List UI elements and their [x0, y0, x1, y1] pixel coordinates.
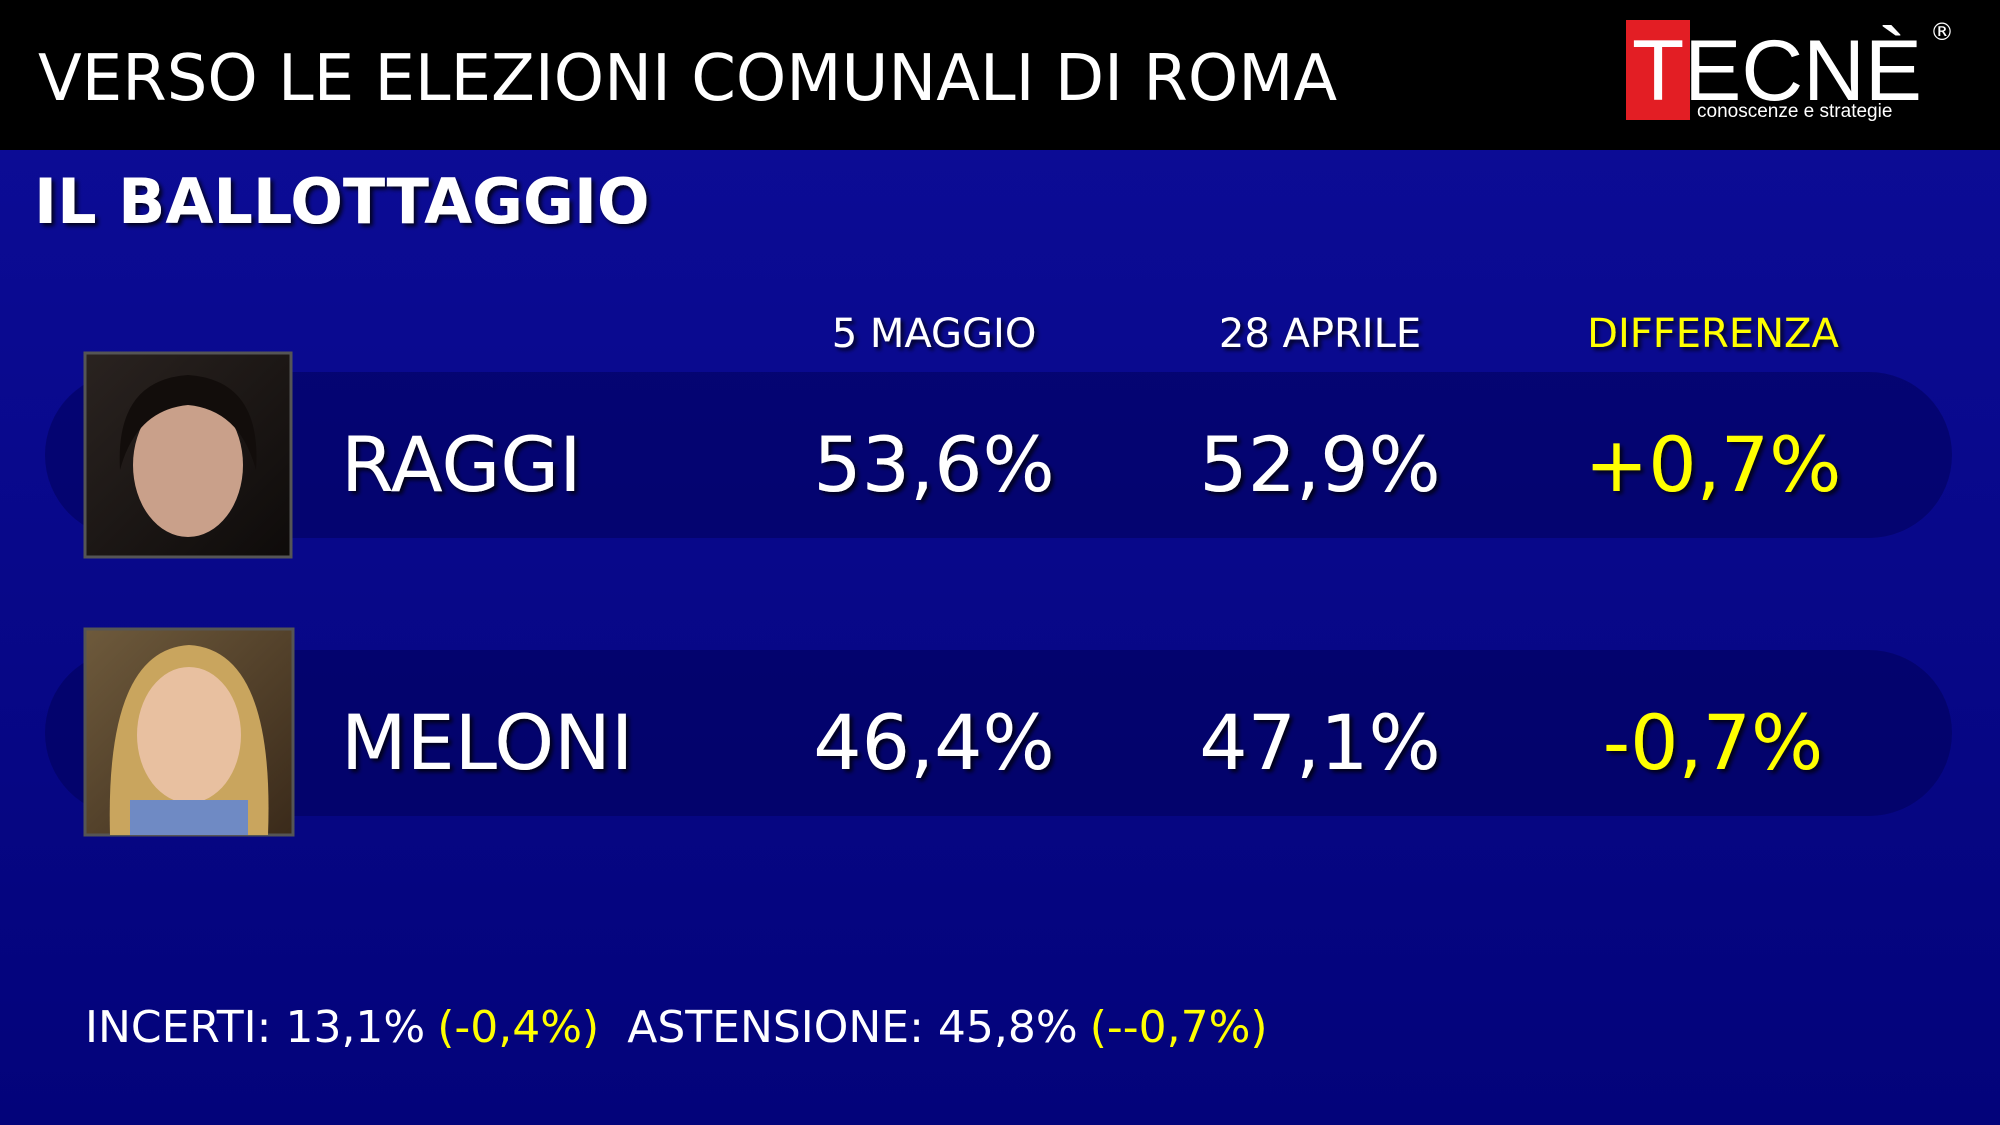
cell-value: 52,9%	[1199, 420, 1440, 509]
footer-change: (--0,7%)	[1090, 1002, 1268, 1053]
candidate-name: MELONI	[341, 698, 633, 787]
logo-mark: ®	[1930, 18, 1954, 46]
cell-value: 46,4%	[813, 698, 1054, 787]
column-header: 5 MAGGIO	[832, 311, 1037, 357]
logo-tagline: conoscenze e strategie	[1697, 101, 1892, 122]
photo	[83, 627, 295, 837]
photo	[83, 351, 293, 559]
cell-value: +0,7%	[1585, 420, 1842, 509]
cell-value: -0,7%	[1603, 698, 1824, 787]
subtitle: IL BALLOTTAGGIO	[34, 165, 650, 238]
cell-value: 47,1%	[1199, 698, 1440, 787]
column-header: 28 APRILE	[1219, 311, 1421, 357]
footer: INCERTI: 13,1% (-0,4%) ASTENSIONE: 45,8% (-…	[85, 1002, 1268, 1053]
logo-name: TECNÈ	[1632, 23, 1922, 119]
cell-value: 53,6%	[813, 420, 1054, 509]
row-band	[45, 372, 1952, 538]
footer-value: INCERTI: 13,1%	[85, 1002, 425, 1053]
footer-change: (-0,4%)	[437, 1002, 599, 1053]
row-band	[45, 650, 1952, 816]
footer-value: ASTENSIONE: 45,8%	[627, 1002, 1077, 1053]
column-header: DIFFERENZA	[1587, 311, 1839, 357]
candidate-name: RAGGI	[341, 420, 582, 509]
header-title: VERSO LE ELEZIONI COMUNALI DI ROMA	[38, 42, 1337, 116]
logo-box	[1626, 20, 1690, 120]
